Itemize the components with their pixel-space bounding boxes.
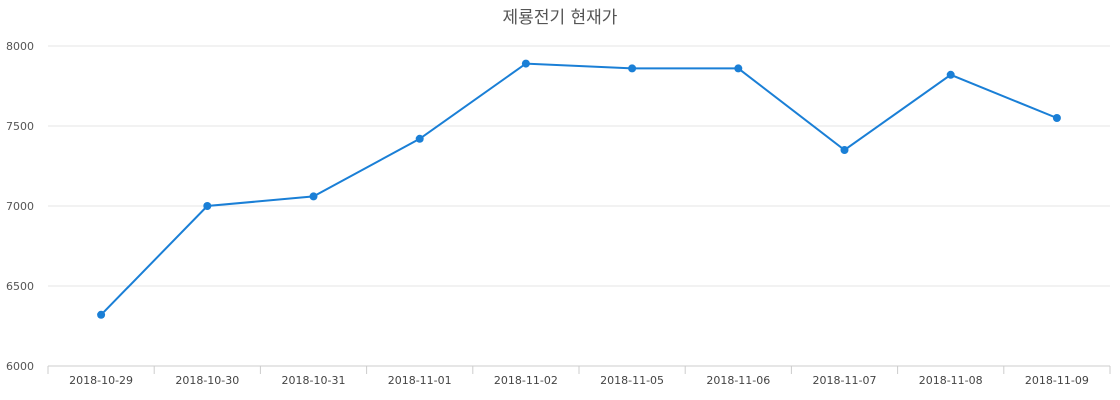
grid (48, 45, 1110, 287)
data-point[interactable] (1052, 114, 1061, 122)
data-point[interactable] (840, 146, 849, 154)
x-tick-label: 2018-11-09 (1025, 374, 1089, 387)
y-tick-label: 7500 (6, 120, 34, 133)
data-point[interactable] (97, 310, 106, 319)
x-tick-label: 2018-10-29 (69, 374, 133, 387)
data-point[interactable] (946, 70, 955, 79)
data-point[interactable] (628, 64, 637, 73)
series-layer (97, 59, 1061, 319)
data-point[interactable] (309, 192, 318, 201)
x-tick-label: 2018-11-07 (813, 374, 877, 387)
x-tick-label: 2018-11-08 (919, 374, 983, 387)
y-tick-label: 8000 (6, 40, 34, 53)
x-tick-label: 2018-11-01 (388, 374, 452, 387)
x-tick-label: 2018-11-06 (706, 374, 770, 387)
x-tick-label: 2018-10-31 (282, 374, 346, 387)
x-axis: 2018-10-29 2018-10-30 2018-10-31 2018-11-01… (47, 365, 1111, 387)
chart-title: 제룡전기 현재가 (503, 8, 618, 28)
data-point[interactable] (203, 202, 212, 210)
data-point[interactable] (415, 134, 424, 143)
series-line (100, 62, 1058, 316)
y-tick-label: 7000 (6, 200, 34, 213)
x-tick-label: 2018-11-05 (600, 374, 664, 387)
y-tick-label: 6000 (6, 360, 34, 373)
x-tick-label: 2018-10-30 (175, 374, 239, 387)
y-axis: 6000 6500 7000 7500 8000 (6, 40, 34, 373)
data-point[interactable] (734, 64, 743, 73)
data-point[interactable] (521, 59, 530, 68)
x-tick-label: 2018-11-02 (494, 374, 558, 387)
y-tick-label: 6500 (6, 280, 34, 293)
